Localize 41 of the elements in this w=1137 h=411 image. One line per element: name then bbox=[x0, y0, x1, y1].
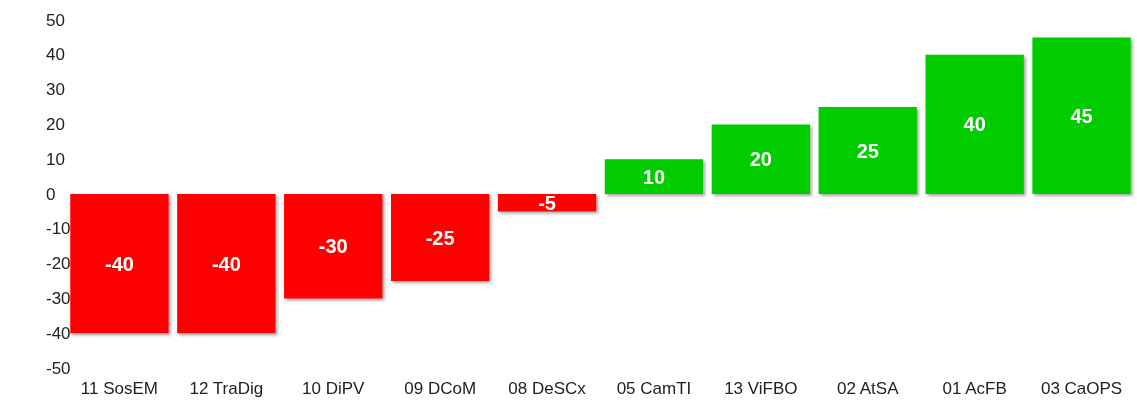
y-tick-label: -40 bbox=[46, 323, 71, 343]
bar bbox=[925, 54, 1024, 194]
x-tick-label: 05 CamTI bbox=[616, 379, 692, 398]
y-tick-label: 30 bbox=[46, 80, 65, 100]
data-label: 45 bbox=[1070, 104, 1093, 127]
x-tick-label: 08 DeSCx bbox=[508, 379, 587, 398]
y-tick-label: 40 bbox=[46, 45, 65, 65]
y-tick-label: 0 bbox=[46, 184, 56, 204]
data-label: 25 bbox=[856, 139, 879, 162]
y-tick-label: -20 bbox=[46, 254, 71, 274]
y-tick-label: 50 bbox=[46, 10, 65, 30]
data-label: -40 bbox=[211, 252, 241, 275]
x-tick-label: 12 TraDig bbox=[189, 379, 264, 398]
bar bbox=[70, 194, 169, 334]
bar bbox=[390, 194, 490, 281]
x-tick-label: 01 AcFB bbox=[942, 379, 1007, 398]
y-tick-label: -10 bbox=[46, 219, 71, 239]
bar bbox=[818, 107, 917, 194]
y-tick-label: 20 bbox=[46, 114, 65, 134]
y-tick-label: -50 bbox=[46, 358, 71, 378]
data-label: 20 bbox=[749, 148, 772, 171]
y-tick-label: 10 bbox=[46, 149, 65, 169]
bar bbox=[711, 124, 811, 194]
x-tick-label: 02 AtSA bbox=[837, 379, 900, 398]
y-tick-label: -30 bbox=[46, 288, 71, 308]
bar bbox=[604, 159, 704, 194]
x-tick-label: 09 DCoM bbox=[404, 379, 477, 398]
bar bbox=[284, 194, 383, 299]
bar bbox=[1032, 37, 1131, 194]
data-label: -40 bbox=[105, 252, 134, 275]
x-tick-label: 03 CaOPS bbox=[1040, 379, 1123, 398]
x-tick-label: 11 SosEM bbox=[80, 379, 159, 398]
data-label: -5 bbox=[538, 191, 556, 214]
data-label: -30 bbox=[318, 235, 348, 258]
x-tick-label: 13 ViFBO bbox=[724, 379, 798, 398]
data-label: -25 bbox=[425, 226, 455, 249]
data-label: 10 bbox=[642, 165, 666, 188]
x-tick-label: 10 DiPV bbox=[302, 379, 366, 398]
bar bbox=[497, 194, 597, 212]
data-label: 40 bbox=[963, 113, 986, 136]
bar bbox=[177, 194, 276, 334]
